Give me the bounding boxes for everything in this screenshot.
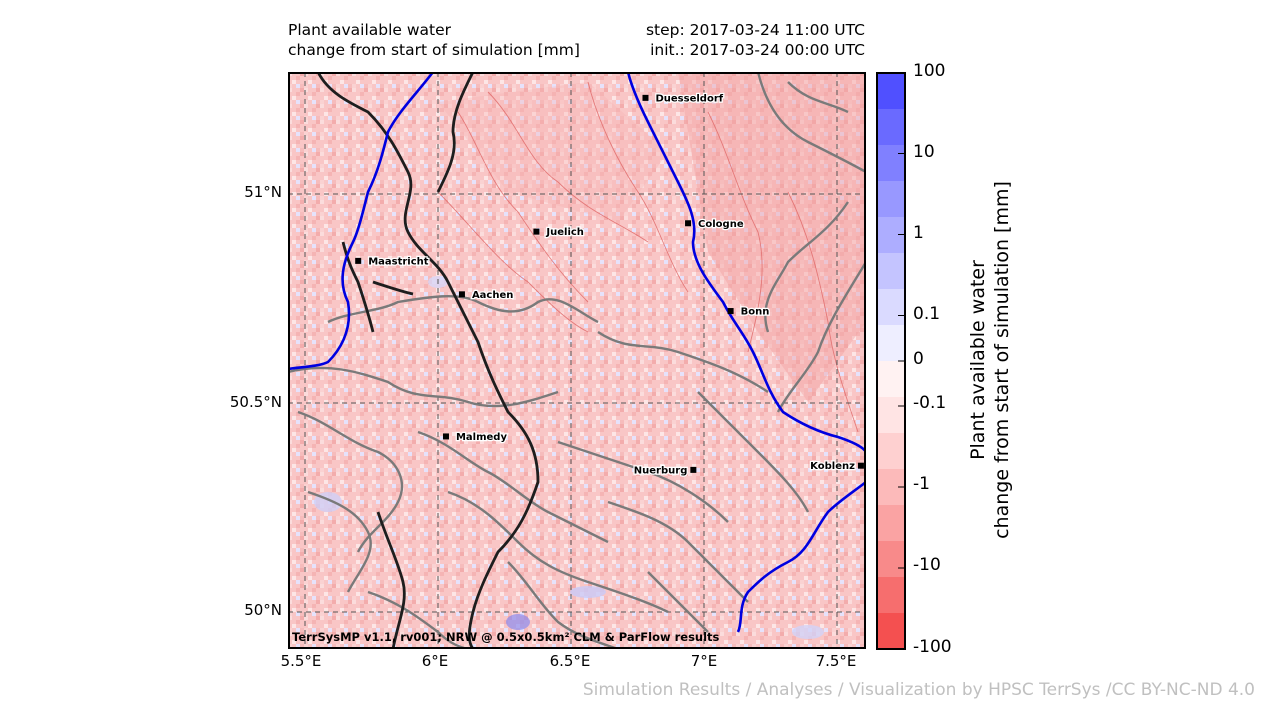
city-maastricht: Maastricht xyxy=(355,255,430,269)
map-frame xyxy=(288,72,866,649)
colorbar-segment xyxy=(877,145,905,182)
city-aachen: Aachen xyxy=(458,289,515,302)
colorbar-tick-1: 1 xyxy=(913,223,924,243)
city-label: Koblenz xyxy=(810,461,855,472)
colorbar-segment xyxy=(877,433,905,470)
colorbar-segment xyxy=(877,361,905,398)
colorbar-segment xyxy=(877,181,905,218)
colorbar-tick-0: 0 xyxy=(913,349,924,369)
init-label: init.: 2017-03-24 00:00 UTC xyxy=(650,41,865,59)
water-change-field xyxy=(288,72,866,649)
colorbar-segment xyxy=(877,73,905,110)
colorbar-segment xyxy=(877,577,905,614)
lon-label-7: 7°E xyxy=(690,652,718,670)
colorbar-segment xyxy=(877,505,905,542)
colorbar-tick-minus-10: -10 xyxy=(913,555,941,575)
colorbar-segment xyxy=(877,289,905,326)
colorbar-tick-10: 10 xyxy=(913,142,935,162)
city-label: Bonn xyxy=(741,307,770,318)
lat-label-50-5: 50.5°N xyxy=(229,393,282,411)
city-label: Nuerburg xyxy=(634,465,688,476)
graticule xyxy=(288,72,866,649)
city-label: Malmedy xyxy=(456,432,507,443)
colorbar-title-line-2: change from start of simulation [mm] xyxy=(991,181,1013,539)
city-marker xyxy=(857,462,864,469)
map-title: Plant available water change from start … xyxy=(288,20,580,60)
footer-attribution: Simulation Results / Analyses / Visualiz… xyxy=(582,680,1255,700)
colorbar-tick-0-1: 0.1 xyxy=(913,304,941,324)
city-cologne: Cologne xyxy=(685,218,745,231)
city-malmedy: Malmedy xyxy=(442,431,509,444)
step-label: step: 2017-03-24 11:00 UTC xyxy=(645,21,865,39)
colorbar-tick-minus-0-1: -0.1 xyxy=(913,393,947,413)
city-marker xyxy=(442,433,449,440)
lon-label-6: 6°E xyxy=(421,652,449,670)
colorbar-segment xyxy=(877,541,905,578)
colorbar-tick-minus-1: -1 xyxy=(913,474,930,494)
city-label: Juelich xyxy=(545,227,584,238)
city-label: Maastricht xyxy=(368,256,429,267)
city-markers: Duesseldorf Cologne Juelich Maastricht Aache… xyxy=(355,92,864,478)
colorbar-segment xyxy=(877,613,905,650)
colorbar-tick-minus-100: -100 xyxy=(913,637,952,657)
title-line-1: Plant available water xyxy=(288,21,452,39)
colorbar xyxy=(876,72,906,650)
map-panel: Duesseldorf Cologne Juelich Maastricht Aache… xyxy=(288,72,866,649)
city-juelich: Juelich xyxy=(533,226,585,239)
city-marker xyxy=(533,228,540,235)
city-marker xyxy=(690,466,697,473)
lon-label-5-5: 5.5°E xyxy=(280,652,322,670)
colorbar-segment xyxy=(877,325,905,362)
city-label: Cologne xyxy=(698,219,744,230)
credit-label: TerrSysMP v1.1, rv001; NRW @ 0.5x0.5km² … xyxy=(292,630,720,644)
city-marker xyxy=(727,308,734,315)
colorbar-segment xyxy=(877,253,905,290)
city-duesseldorf: Duesseldorf xyxy=(642,92,725,106)
colorbar-segment xyxy=(877,397,905,434)
lat-label-50: 50°N xyxy=(244,601,282,619)
colorbar-tick-100: 100 xyxy=(913,61,946,81)
colorbar-title-line-1: Plant available water xyxy=(967,260,989,460)
colorbar-frame xyxy=(876,72,906,650)
lat-label-51: 51°N xyxy=(244,183,282,201)
city-marker xyxy=(685,220,692,227)
city-label: Aachen xyxy=(472,290,513,301)
colorbar-segment xyxy=(877,109,905,146)
colorbar-segment xyxy=(877,217,905,254)
city-label: Duesseldorf xyxy=(655,93,723,104)
city-marker xyxy=(458,291,465,298)
title-line-2: change from start of simulation [mm] xyxy=(288,41,580,59)
city-nuerburg: Nuerburg xyxy=(633,464,697,478)
lon-label-6-5: 6.5°E xyxy=(549,652,591,670)
river-network xyxy=(437,81,859,433)
time-info: step: 2017-03-24 11:00 UTC init.: 2017-0… xyxy=(600,20,865,60)
elevation-contours xyxy=(288,72,866,649)
city-bonn: Bonn xyxy=(727,305,771,319)
city-marker xyxy=(642,94,649,101)
city-koblenz: Koblenz xyxy=(809,460,864,473)
rivers xyxy=(288,72,866,633)
lon-label-7-5: 7.5°E xyxy=(815,652,857,670)
borders xyxy=(316,72,540,649)
city-marker xyxy=(355,257,362,264)
